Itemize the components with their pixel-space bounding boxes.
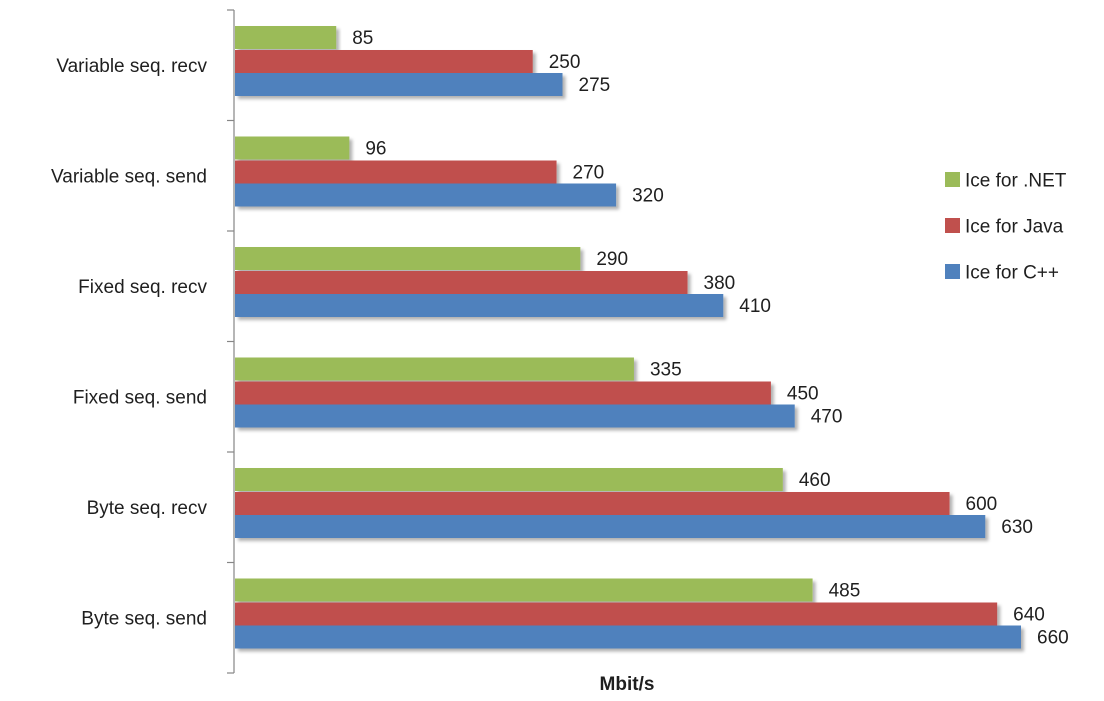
category-label: Fixed seq. send: [73, 387, 207, 408]
legend: Ice for .NET Ice for Java Ice for C++: [945, 171, 1067, 284]
bars: [235, 26, 1021, 649]
bar: [235, 271, 688, 294]
bar: [235, 602, 998, 626]
legend-label: Ice for Java: [965, 217, 1064, 238]
bar: [235, 578, 813, 602]
bar: [235, 357, 634, 381]
data-label: 410: [739, 296, 771, 317]
data-label: 335: [650, 360, 682, 381]
bar: [235, 381, 771, 405]
category-label: Variable seq. send: [51, 166, 207, 187]
category-label: Fixed seq. recv: [78, 277, 207, 298]
data-label: 640: [1013, 605, 1045, 626]
data-label: 320: [632, 186, 664, 207]
category-label: Byte seq. recv: [87, 498, 208, 519]
bar: [235, 183, 617, 207]
legend-swatch: [945, 264, 960, 279]
legend-swatch: [945, 218, 960, 233]
data-label: 630: [1001, 517, 1033, 538]
bar: [235, 404, 795, 428]
data-label: 96: [365, 139, 386, 160]
data-label: 250: [549, 52, 581, 73]
legend-label: Ice for C++: [965, 263, 1059, 284]
bar: [235, 247, 581, 270]
legend-label: Ice for .NET: [965, 171, 1067, 192]
legend-swatch: [945, 172, 960, 187]
data-label: 450: [787, 384, 819, 405]
bar: [235, 136, 350, 160]
bar: [235, 625, 1021, 649]
y-axis: Variable seq. recv Variable seq. send Fixe…: [51, 9, 235, 674]
data-label: 380: [704, 273, 736, 294]
data-labels: 85 96 290 335 460 485 250 270 380 450 600 640 275 320…: [352, 28, 1068, 649]
bar: [235, 73, 563, 96]
bar: [235, 26, 337, 49]
category-label: Byte seq. send: [81, 608, 207, 629]
data-label: 600: [966, 494, 998, 515]
data-label: 85: [352, 28, 373, 49]
bar: [235, 294, 724, 317]
data-label: 485: [829, 581, 861, 602]
data-label: 660: [1037, 628, 1069, 649]
bar: [235, 160, 557, 184]
bar: [235, 50, 533, 73]
bar: [235, 492, 950, 515]
data-label: 290: [596, 249, 628, 270]
bar: [235, 515, 986, 538]
data-label: 270: [573, 163, 605, 184]
data-label: 470: [811, 407, 843, 428]
x-axis-title: Mbit/s: [600, 674, 655, 695]
category-label: Variable seq. recv: [56, 56, 207, 77]
data-label: 275: [579, 75, 611, 96]
data-label: 460: [799, 470, 831, 491]
bar: [235, 468, 783, 491]
